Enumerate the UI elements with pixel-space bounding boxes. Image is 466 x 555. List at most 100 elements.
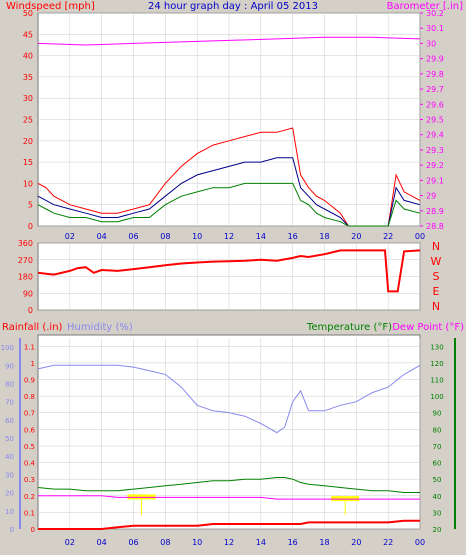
humidity-tick: 40 <box>5 453 14 461</box>
rainfall-tick: 0.7 <box>24 410 35 418</box>
windspeed-tick: 40 <box>23 52 33 61</box>
climate-x-tick-labels: 02 04 06 08 10 12 14 16 18 20 22 00 <box>65 538 425 547</box>
humidity-tick: 50 <box>5 435 14 443</box>
temperature-tick: 90 <box>433 410 442 418</box>
wind-x-tick: 00 <box>415 232 425 241</box>
temperature-tick: 80 <box>433 426 442 434</box>
wind-x-tick: 12 <box>224 232 234 241</box>
climate-x-tick: 14 <box>256 538 266 547</box>
barometer-tick: 29.4 <box>426 131 444 140</box>
climate-x-tick: 10 <box>192 538 202 547</box>
graph-title: 24 hour graph day : April 05 2013 <box>148 1 318 12</box>
rainfall-tick: 1.1 <box>24 343 35 351</box>
windspeed-tick: 20 <box>23 137 33 146</box>
rainfall-tick: 0.8 <box>24 393 35 401</box>
direction-compass-tick: N <box>432 240 440 253</box>
temperature-tick: 30 <box>433 509 442 517</box>
dewpoint-axis-label: Dew Point (°F) <box>392 322 464 333</box>
direction-degree-tick: 360 <box>18 239 33 248</box>
direction-degree-tick: 0 <box>28 306 33 315</box>
wind-x-tick: 14 <box>256 232 266 241</box>
rainfall-tick: 0.1 <box>24 509 35 517</box>
windspeed-axis-label: Windspeed [mph] <box>6 1 95 12</box>
barometer-tick: 28.9 <box>426 207 444 216</box>
wind-x-tick: 08 <box>160 232 170 241</box>
barometer-tick: 29.7 <box>426 85 444 94</box>
windspeed-tick: 15 <box>23 158 33 167</box>
climate-x-tick: 22 <box>383 538 393 547</box>
temperature-tick: 50 <box>433 476 442 484</box>
humidity-tick: 10 <box>5 508 14 516</box>
rainfall-tick: 0.9 <box>24 377 35 385</box>
barometer-tick: 29.6 <box>426 100 444 109</box>
windspeed-tick: 50 <box>23 9 33 18</box>
climate-x-tick: 08 <box>160 538 170 547</box>
climate-x-tick: 18 <box>319 538 329 547</box>
temperature-axis-label: Temperature (°F) <box>306 322 392 333</box>
climate-x-tick: 02 <box>65 538 75 547</box>
barometer-tick: 29.3 <box>426 146 444 155</box>
wind-x-tick: 04 <box>97 232 107 241</box>
rainfall-tick: 0.5 <box>24 443 35 451</box>
wind-x-tick: 02 <box>65 232 75 241</box>
rainfall-tick: 0.2 <box>24 493 35 501</box>
climate-x-tick: 12 <box>224 538 234 547</box>
barometer-tick: 29.2 <box>426 161 444 170</box>
direction-gridlines <box>38 242 421 311</box>
direction-degree-tick: 90 <box>23 289 33 298</box>
climate-x-tick: 16 <box>288 538 298 547</box>
humidity-tick: 100 <box>1 344 14 352</box>
windspeed-tick: 35 <box>23 73 33 82</box>
wind-x-tick-labels: 02 04 06 08 10 12 14 16 18 20 22 00 <box>65 232 425 241</box>
wind-x-tick: 20 <box>351 232 361 241</box>
barometer-tick: 29.1 <box>426 176 444 185</box>
wind-x-tick: 22 <box>383 232 393 241</box>
direction-compass-tick: E <box>433 285 440 298</box>
wind-x-tick: 06 <box>128 232 138 241</box>
humidity-tick-labels: 0 10 20 30 40 50 60 70 80 90 100 <box>1 344 14 534</box>
barometer-tick: 28.8 <box>426 222 444 231</box>
barometer-tick: 29.9 <box>426 55 444 64</box>
rainfall-tick-labels: 0 0.1 0.2 0.3 0.4 0.5 0.6 0.7 0.8 0.9 1 1.1 <box>24 343 36 534</box>
humidity-tick: 90 <box>5 362 14 370</box>
temperature-tick: 130 <box>430 343 443 351</box>
wind-x-tick: 18 <box>319 232 329 241</box>
wind-direction-line <box>37 249 421 293</box>
climate-x-tick: 20 <box>351 538 361 547</box>
temperature-tick-labels: 20 30 40 50 60 70 80 90 100 110 120 130 <box>430 343 443 534</box>
temperature-tick: 110 <box>430 377 443 385</box>
temperature-tick: 40 <box>433 493 442 501</box>
humidity-tick: 20 <box>5 490 14 498</box>
temperature-tick: 70 <box>433 443 442 451</box>
dewpoint-line <box>38 495 420 500</box>
direction-degree-tick: 270 <box>18 256 33 265</box>
barometer-tick: 29.5 <box>426 116 444 125</box>
direction-degree-tick: 180 <box>18 273 33 282</box>
barometer-tick: 30.2 <box>426 9 444 18</box>
barometer-axis-label: Barometer [.in] <box>387 1 463 12</box>
windspeed-tick: 25 <box>23 116 33 125</box>
temperature-tick: 100 <box>430 393 443 401</box>
rainfall-line <box>38 519 420 530</box>
climate-x-tick: 00 <box>415 538 425 547</box>
wind-speed-line <box>37 182 421 227</box>
wind-x-tick: 16 <box>288 232 298 241</box>
climate-x-tick: 06 <box>128 538 138 547</box>
windspeed-tick: 30 <box>23 94 33 103</box>
barometer-tick: 30.1 <box>426 24 444 33</box>
direction-compass-tick: N <box>432 300 440 313</box>
rainfall-tick: 0 <box>31 526 35 534</box>
temperature-line <box>37 477 420 493</box>
rainfall-tick: 0.4 <box>24 460 36 468</box>
windspeed-tick: 45 <box>23 30 33 39</box>
barometer-tick: 29.8 <box>426 70 444 79</box>
direction-degree-labels: 0 90 180 270 360 <box>18 239 33 315</box>
humidity-line <box>37 364 421 434</box>
humidity-tick: 60 <box>5 417 14 425</box>
humidity-axis-label: Humidity (%) <box>67 322 133 333</box>
windspeed-tick: 0 <box>28 222 33 231</box>
windspeed-tick-labels: 0 5 10 15 20 25 30 35 40 45 50 <box>23 9 33 231</box>
rainfall-tick: 0.3 <box>24 476 35 484</box>
